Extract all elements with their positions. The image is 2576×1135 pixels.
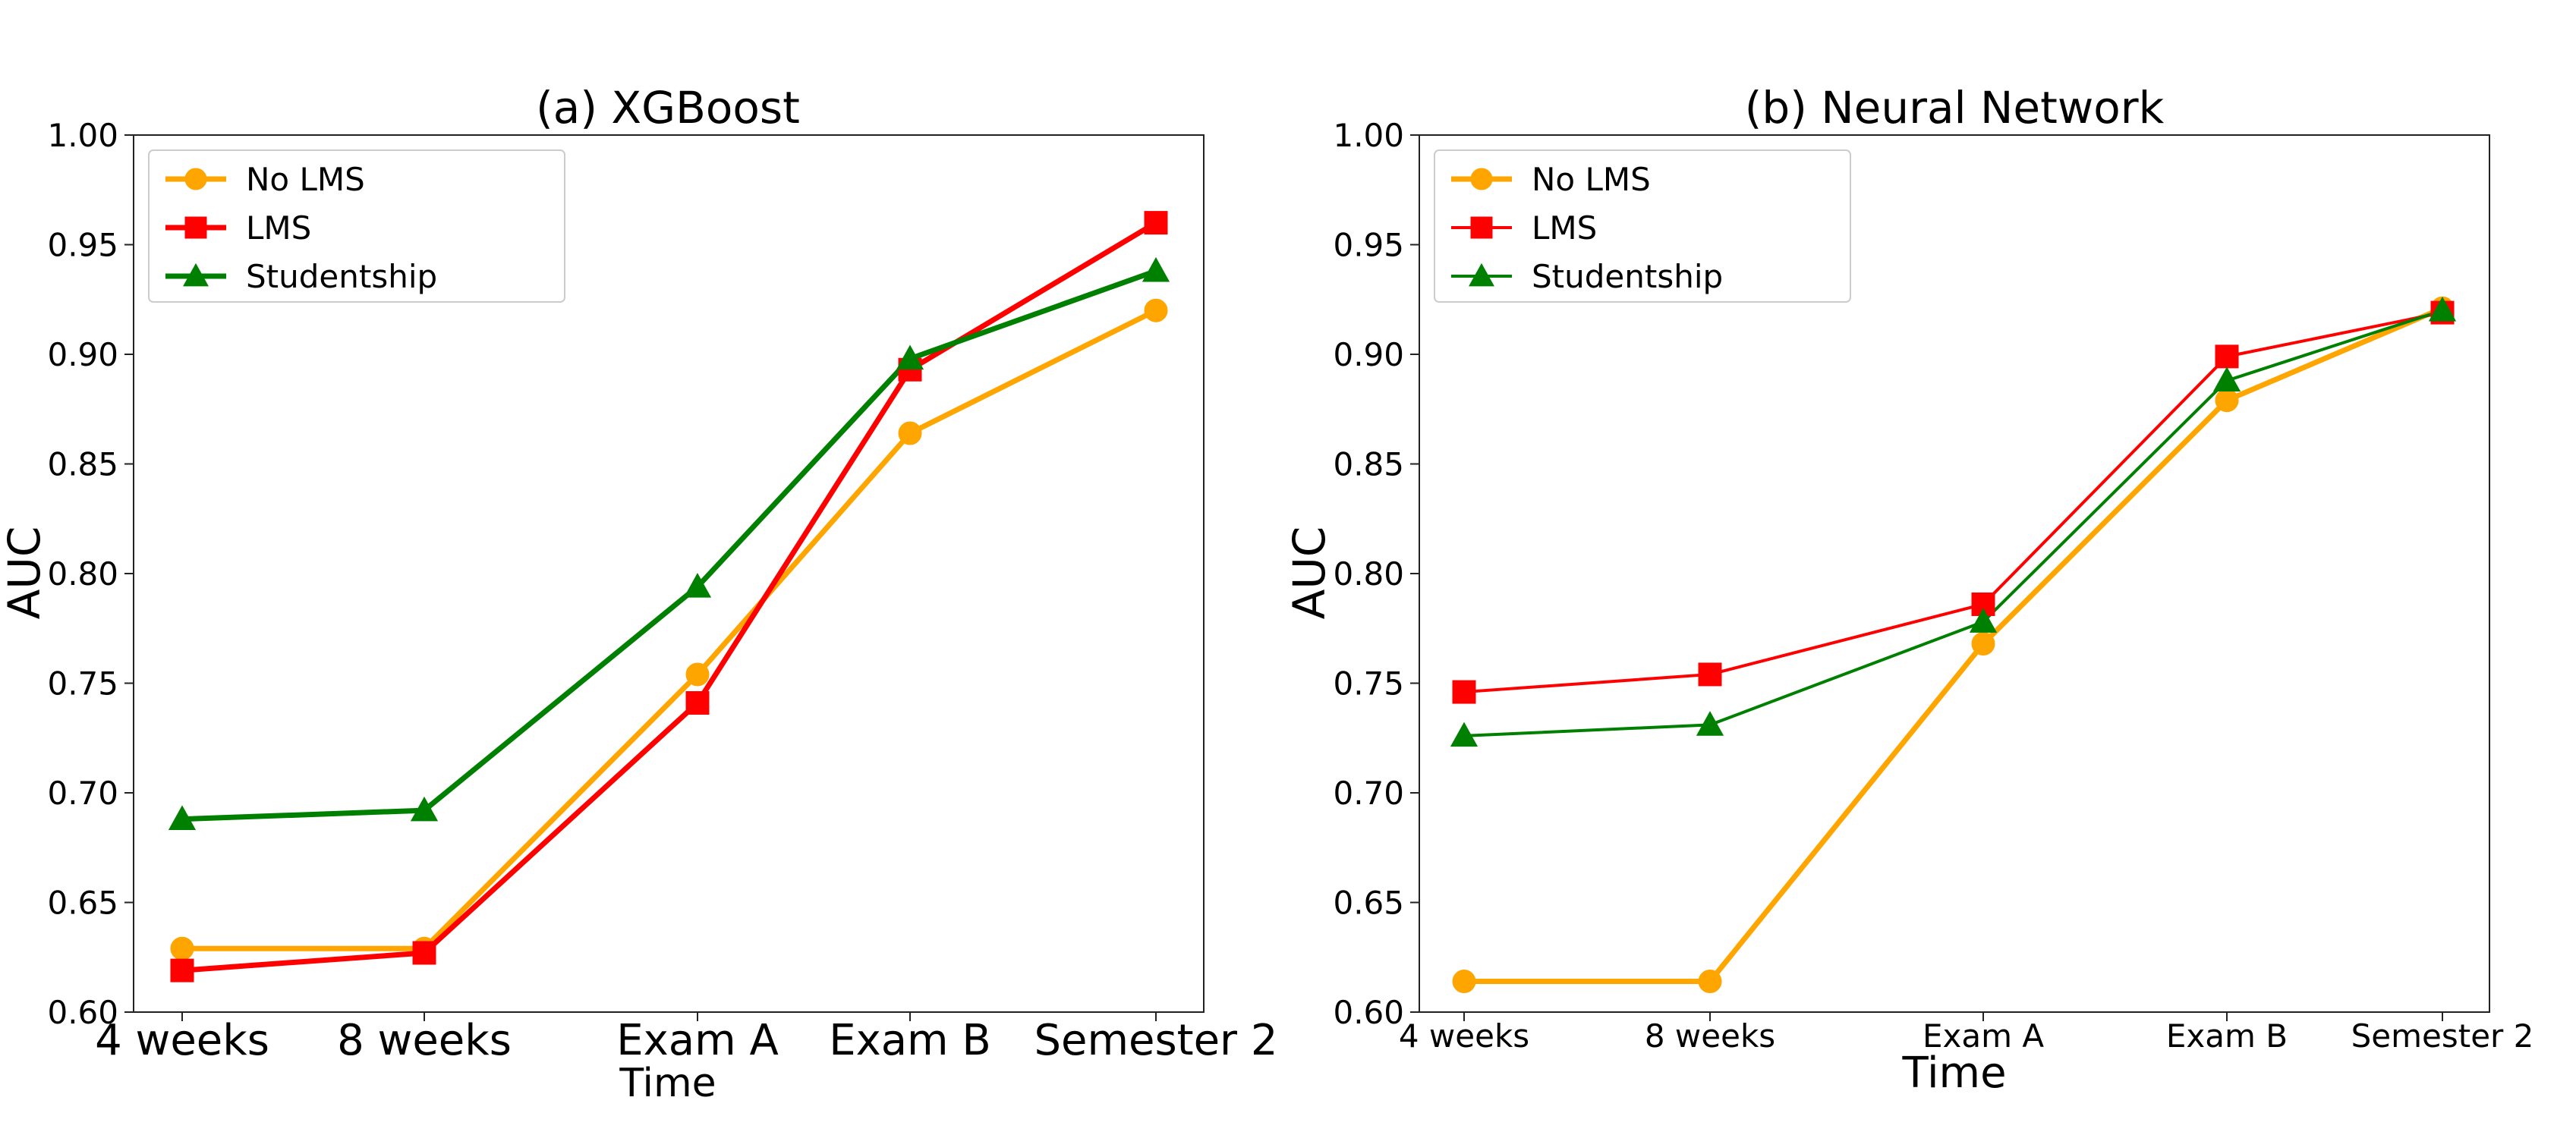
legend-label: LMS [246, 209, 311, 247]
plot-frame [133, 134, 1205, 1013]
legend-item-lms: LMS [165, 209, 311, 247]
legend-marker [1470, 216, 1493, 239]
data-point-studentship [1696, 711, 1724, 736]
legend-item-no-lms: No LMS [165, 161, 365, 198]
y-tick-label: 0.80 [1333, 555, 1404, 593]
data-point-studentship [2428, 296, 2457, 322]
data-point-no-lms [170, 936, 194, 961]
data-point-studentship [1450, 722, 1479, 747]
series-line-no-lms [1464, 306, 2444, 985]
legend-marker [184, 168, 207, 190]
x-tick-label: Semester 2 [1034, 1016, 1277, 1065]
panel-neural-network: (b) Neural Network AUC Time 0.60 0.65 0.70… [1283, 82, 2533, 1098]
x-tick-label: Exam B [829, 1016, 991, 1065]
data-point-no-lms [2215, 388, 2239, 413]
data-point-studentship [2212, 366, 2241, 391]
data-point-no-lms [1971, 631, 1995, 656]
data-point-no-lms [898, 421, 922, 445]
data-point-lms [1698, 662, 1722, 687]
legend-label: Studentship [246, 258, 437, 295]
data-point-lms [1452, 680, 1476, 704]
y-tick-label: 0.90 [47, 336, 118, 373]
y-tick-label: 0.90 [1333, 336, 1404, 373]
x-axis-label: Time [619, 1061, 716, 1106]
legend-box [1434, 149, 1851, 303]
data-point-studentship [1142, 256, 1170, 282]
legend-item-no-lms: No LMS [1451, 161, 1651, 198]
legend: No LMS LMS Studentship [148, 149, 565, 303]
y-tick-label: 0.75 [47, 665, 118, 703]
series-line-studentship [181, 268, 1157, 822]
data-point-lms [2215, 344, 2239, 369]
legend-box [148, 149, 565, 303]
y-tick-label: 1.00 [47, 117, 118, 154]
series-line-studentship [1463, 309, 2443, 737]
chart-title: (b) Neural Network [1745, 82, 2165, 134]
legend-marker [1469, 263, 1494, 287]
data-point-no-lms [685, 662, 710, 687]
data-point-studentship [683, 573, 712, 598]
data-point-lms [170, 958, 194, 983]
legend-marker [183, 263, 209, 287]
x-tick-label: 8 weeks [1645, 1017, 1775, 1055]
legend-marker [184, 216, 207, 239]
x-tick-label: Exam B [2166, 1017, 2288, 1055]
legend: No LMS LMS Studentship [1434, 149, 1851, 303]
y-tick-label: 0.95 [1333, 227, 1404, 264]
x-tick-label: Semester 2 [2351, 1017, 2534, 1055]
data-point-studentship [896, 344, 924, 370]
y-tick-label: 0.80 [47, 555, 118, 593]
x-tick-label: 8 weeks [337, 1016, 512, 1065]
data-point-studentship [410, 796, 439, 822]
y-tick-label: 0.70 [1333, 775, 1404, 812]
x-tick-label: 4 weeks [1399, 1017, 1529, 1055]
y-tick-label: 0.60 [47, 994, 118, 1031]
y-tick-label: 0.85 [1333, 446, 1404, 483]
x-tick-label: Exam A [1923, 1017, 2044, 1055]
data-point-studentship [168, 805, 197, 830]
y-tick-label: 1.00 [1333, 117, 1404, 154]
data-point-no-lms [1452, 970, 1476, 994]
chart-title: (a) XGBoost [536, 82, 800, 134]
y-tick-label: 0.75 [1333, 665, 1404, 703]
x-tick-label: 4 weeks [95, 1016, 269, 1065]
data-point-lms [1144, 211, 1168, 235]
legend-label: Studentship [1532, 258, 1723, 295]
y-tick-label: 0.60 [1333, 994, 1404, 1031]
legend-label: LMS [1532, 209, 1597, 247]
x-tick-label: Exam A [616, 1016, 779, 1065]
legend-marker [1470, 168, 1493, 190]
x-axis-label: Time [1901, 1049, 2006, 1098]
data-point-no-lms [1144, 298, 1168, 322]
data-point-lms [685, 691, 710, 715]
legend-item-studentship: Studentship [165, 258, 437, 295]
series-line-lms [181, 220, 1157, 973]
data-point-studentship [1969, 608, 1998, 633]
y-tick-label: 0.65 [1333, 885, 1404, 922]
panel-xgboost: (a) XGBoost AUC Time 0.60 0.65 0.70 0.75 0.8… [0, 82, 1278, 1106]
legend-label: No LMS [246, 161, 365, 198]
legend-label: No LMS [1532, 161, 1651, 198]
data-point-lms [412, 941, 436, 965]
legend-item-lms: LMS [1451, 209, 1597, 247]
plot-frame [1419, 134, 2490, 1013]
series-line-no-lms [182, 308, 1157, 951]
data-point-no-lms [1698, 970, 1722, 994]
y-tick-label: 0.85 [47, 446, 118, 483]
legend-item-studentship: Studentship [1451, 258, 1723, 295]
y-tick-label: 0.95 [47, 227, 118, 264]
y-axis-label: AUC [1283, 527, 1335, 620]
y-tick-label: 0.65 [47, 885, 118, 922]
y-axis-label: AUC [0, 527, 50, 620]
y-tick-label: 0.70 [47, 775, 118, 812]
